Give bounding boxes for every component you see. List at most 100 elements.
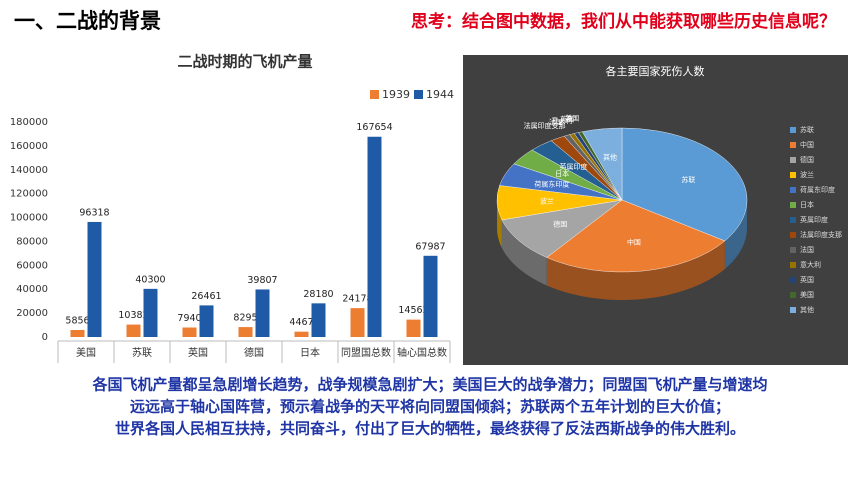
legend-label: 英属印度 — [800, 215, 828, 224]
x-tick-label: 日本 — [300, 346, 320, 359]
y-tick-label: 120000 — [10, 189, 48, 200]
slice-label: 荷属东印度 — [534, 180, 569, 189]
legend-swatch — [790, 217, 796, 223]
legend-swatch — [790, 307, 796, 313]
legend-swatch — [790, 292, 796, 298]
legend-label: 波兰 — [800, 170, 814, 179]
x-tick-label: 美国 — [76, 346, 96, 359]
bar — [311, 303, 326, 337]
bar — [350, 308, 365, 337]
slice-label: 德国 — [553, 219, 567, 228]
legend-label: 德国 — [800, 155, 814, 164]
bar — [406, 319, 421, 337]
y-tick-label: 160000 — [10, 141, 48, 152]
legend-swatch — [790, 187, 796, 193]
legend-swatch — [790, 262, 796, 268]
legend-label: 美国 — [800, 290, 814, 299]
legend-label: 英国 — [800, 275, 814, 284]
value-label: 5856 — [65, 316, 89, 327]
pie-side — [546, 240, 725, 300]
y-tick-label: 180000 — [10, 117, 48, 128]
legend-swatch — [790, 127, 796, 133]
x-tick-label: 同盟国总数 — [341, 346, 391, 359]
slice-label: 中国 — [627, 238, 641, 247]
pie-title: 各主要国家死伤人数 — [606, 64, 705, 78]
pie-side — [724, 200, 747, 269]
y-tick-label: 40000 — [16, 284, 48, 295]
legend-label: 日本 — [800, 200, 814, 209]
pie-slice — [621, 127, 748, 242]
value-label: 96318 — [79, 207, 109, 218]
y-tick-label: 80000 — [16, 236, 48, 247]
y-tick-label: 100000 — [10, 213, 48, 224]
y-tick-label: 60000 — [16, 260, 48, 271]
pie-slice — [546, 199, 726, 273]
conclusion-line: 远远高于轴心国阵营，预示着战争的天平将向同盟国倾斜；苏联两个五年计划的巨大价值； — [130, 398, 730, 416]
x-tick-label: 苏联 — [132, 346, 152, 359]
value-label: 10382 — [118, 310, 148, 321]
x-tick-label: 英国 — [188, 346, 208, 359]
bar — [423, 255, 438, 337]
slice-label: 英属印度 — [560, 162, 588, 171]
legend-label: 1939 — [382, 88, 410, 101]
pie-slice — [582, 127, 623, 201]
legend-swatch — [414, 90, 423, 99]
legend-label: 苏联 — [800, 125, 814, 134]
slide-title: 一、二战的背景 — [14, 9, 161, 33]
slice-label: 法国 — [549, 117, 563, 126]
y-tick-label: 20000 — [16, 308, 48, 319]
value-label: 7940 — [177, 313, 201, 324]
slice-label: 英国 — [560, 115, 574, 124]
bar — [367, 136, 382, 337]
value-label: 39807 — [247, 275, 277, 286]
x-tick-label: 德国 — [244, 346, 264, 359]
bar — [182, 327, 197, 337]
bar — [294, 331, 309, 337]
slice-label: 苏联 — [681, 175, 695, 184]
legend-label: 荷属东印度 — [800, 185, 835, 194]
value-label: 67987 — [415, 241, 445, 252]
legend-swatch — [790, 157, 796, 163]
pie-side — [501, 219, 547, 286]
y-tick-label: 140000 — [10, 165, 48, 176]
slice-label: 波兰 — [540, 197, 554, 206]
x-tick-label: 轴心国总数 — [397, 346, 447, 359]
value-label: 4467 — [289, 317, 313, 328]
slice-label: 美国 — [565, 114, 579, 123]
conclusion-line: 各国飞机产量都呈急剧增长趋势，战争规模急剧扩大；美国巨大的战争潜力；同盟国飞机产… — [91, 376, 767, 394]
legend-label: 法属印度支那 — [800, 230, 842, 239]
value-label: 28180 — [303, 289, 333, 300]
conclusion-line: 世界各国人民相互扶持，共同奋斗，付出了巨大的牺牲，最终获得了反法西斯战争的伟大胜… — [115, 420, 745, 438]
bar — [238, 327, 253, 337]
legend-swatch — [790, 277, 796, 283]
legend-swatch — [790, 172, 796, 178]
pie-slice — [501, 199, 623, 258]
legend-label: 中国 — [800, 140, 814, 149]
value-label: 14562 — [398, 305, 428, 316]
y-tick-label: 0 — [42, 332, 48, 343]
question: 思考：结合图中数据，我们从中能获取哪些历史信息呢？ — [411, 11, 836, 32]
legend-swatch — [790, 202, 796, 208]
value-label: 24178 — [342, 294, 372, 305]
legend-label: 意大利 — [800, 260, 821, 269]
value-label: 167654 — [356, 122, 392, 133]
bar — [126, 324, 141, 337]
pie-side — [497, 200, 502, 248]
slice-label: 日本 — [555, 169, 569, 178]
bar — [199, 305, 214, 337]
legend-swatch — [790, 232, 796, 238]
legend-label: 其他 — [800, 305, 814, 314]
value-label: 26461 — [191, 291, 221, 302]
slice-label: 意大利 — [551, 116, 572, 125]
legend-swatch — [370, 90, 379, 99]
legend-label: 1944 — [426, 88, 454, 101]
value-label: 8295 — [233, 313, 257, 324]
bar — [70, 330, 85, 337]
legend-swatch — [790, 142, 796, 148]
bar-title: 二战时期的飞机产量 — [177, 53, 312, 71]
bar — [255, 289, 270, 337]
slice-label: 法属印度支那 — [524, 121, 566, 130]
bar — [87, 221, 102, 337]
